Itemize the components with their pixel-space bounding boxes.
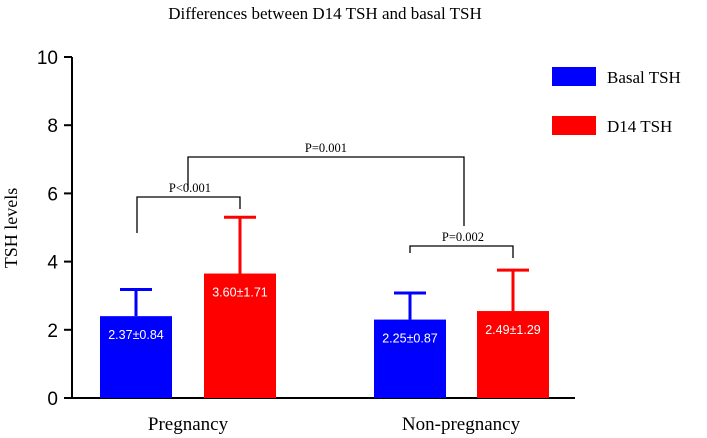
y-tick-label: 8 [47, 116, 58, 137]
bars: 2.37±0.84 2.25±0.87 3.60±1.71 2.49±1.29 [100, 215, 549, 398]
y-tick-label: 4 [47, 253, 58, 274]
legend-swatch [552, 67, 596, 86]
p-value-label: P=0.002 [442, 230, 484, 244]
y-tick-label: 2 [47, 321, 58, 342]
legend-label: D14 TSH [607, 117, 672, 136]
x-ticks: Pregnancy Non-pregnancy [148, 414, 521, 435]
legend: Basal TSH D14 TSH [552, 67, 681, 136]
y-ticks: 0 2 4 6 8 10 [37, 48, 72, 410]
y-tick-label: 6 [47, 184, 58, 205]
bar-value-label: 2.37±0.84 [108, 328, 164, 342]
bar-value-label: 3.60±1.71 [212, 286, 268, 300]
bar-value-label: 2.49±1.29 [485, 323, 541, 337]
y-axis-label: TSH levels [1, 188, 21, 269]
p-value-label: P<0.001 [169, 181, 211, 195]
significance-bracket [136, 196, 241, 233]
significance-brackets: P<0.001 P=0.002 P=0.001 [136, 141, 514, 258]
legend-label: Basal TSH [607, 68, 681, 87]
bar-value-label: 2.25±0.87 [382, 332, 438, 346]
bar [100, 316, 172, 398]
y-tick-label: 10 [37, 48, 58, 69]
x-tick-label: Non-pregnancy [402, 414, 521, 435]
significance-bracket [409, 245, 514, 258]
bar [477, 311, 549, 398]
x-tick-label: Pregnancy [148, 414, 229, 435]
significance-bracket [187, 156, 465, 226]
bar [374, 319, 446, 398]
bar [204, 273, 276, 398]
y-tick-label: 0 [47, 389, 58, 410]
chart-title: Differences between D14 TSH and basal TS… [168, 4, 481, 23]
legend-swatch [552, 116, 596, 135]
p-value-label: P=0.001 [305, 141, 347, 155]
